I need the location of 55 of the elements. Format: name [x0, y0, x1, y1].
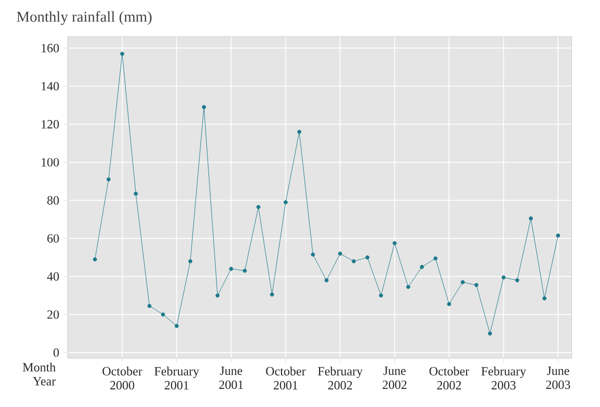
point [120, 52, 124, 56]
point [188, 259, 192, 264]
point [242, 268, 247, 273]
x-tick-label: June 2003 [546, 366, 570, 389]
point [488, 332, 492, 336]
y-tick-label: 140 [42, 82, 59, 90]
point [502, 275, 506, 280]
point [106, 177, 111, 182]
y-tick-label: 20 [47, 310, 59, 319]
x-tick-label: June 2002 [382, 366, 406, 389]
point [474, 282, 478, 288]
point [338, 252, 342, 256]
point [216, 293, 220, 298]
point [256, 204, 260, 210]
point [460, 280, 465, 284]
point [92, 257, 97, 262]
point [147, 304, 152, 308]
y-tick-label: 60 [47, 234, 59, 243]
point [515, 278, 520, 282]
x-tick-label: June 2001 [219, 366, 243, 389]
point [447, 302, 452, 306]
x-tick-label: February 2001 [154, 366, 200, 390]
point [161, 312, 166, 317]
y-tick-label: 160 [42, 44, 59, 52]
point [229, 266, 234, 271]
point [406, 284, 410, 289]
point [556, 234, 560, 238]
point [378, 293, 384, 298]
point [284, 200, 288, 204]
point [310, 252, 315, 257]
y-tick-label: 40 [47, 272, 59, 281]
x-axis-title: Month Year [22, 362, 56, 386]
x-tick-label: October 2002 [430, 366, 470, 390]
point [324, 278, 329, 282]
point [420, 264, 424, 269]
point [542, 296, 547, 300]
point [297, 130, 302, 134]
y-tick-label: 100 [42, 158, 59, 167]
point [433, 256, 438, 260]
point [352, 259, 356, 264]
chart-title: Monthly rainfall (mm) [16, 11, 152, 25]
x-tick-label: February 2003 [481, 366, 526, 390]
point [392, 241, 397, 246]
x-tick-label: October 2001 [266, 366, 306, 390]
point [174, 324, 179, 328]
point [202, 105, 206, 110]
y-tick-label: 120 [42, 120, 59, 128]
point [134, 192, 138, 196]
point [365, 255, 370, 260]
x-tick-label: February 2002 [318, 366, 363, 390]
point [528, 216, 533, 220]
x-tick-label: October 2000 [102, 366, 142, 390]
point [270, 292, 274, 297]
y-tick-label: 0 [54, 348, 59, 357]
y-tick-label: 80 [47, 196, 59, 205]
